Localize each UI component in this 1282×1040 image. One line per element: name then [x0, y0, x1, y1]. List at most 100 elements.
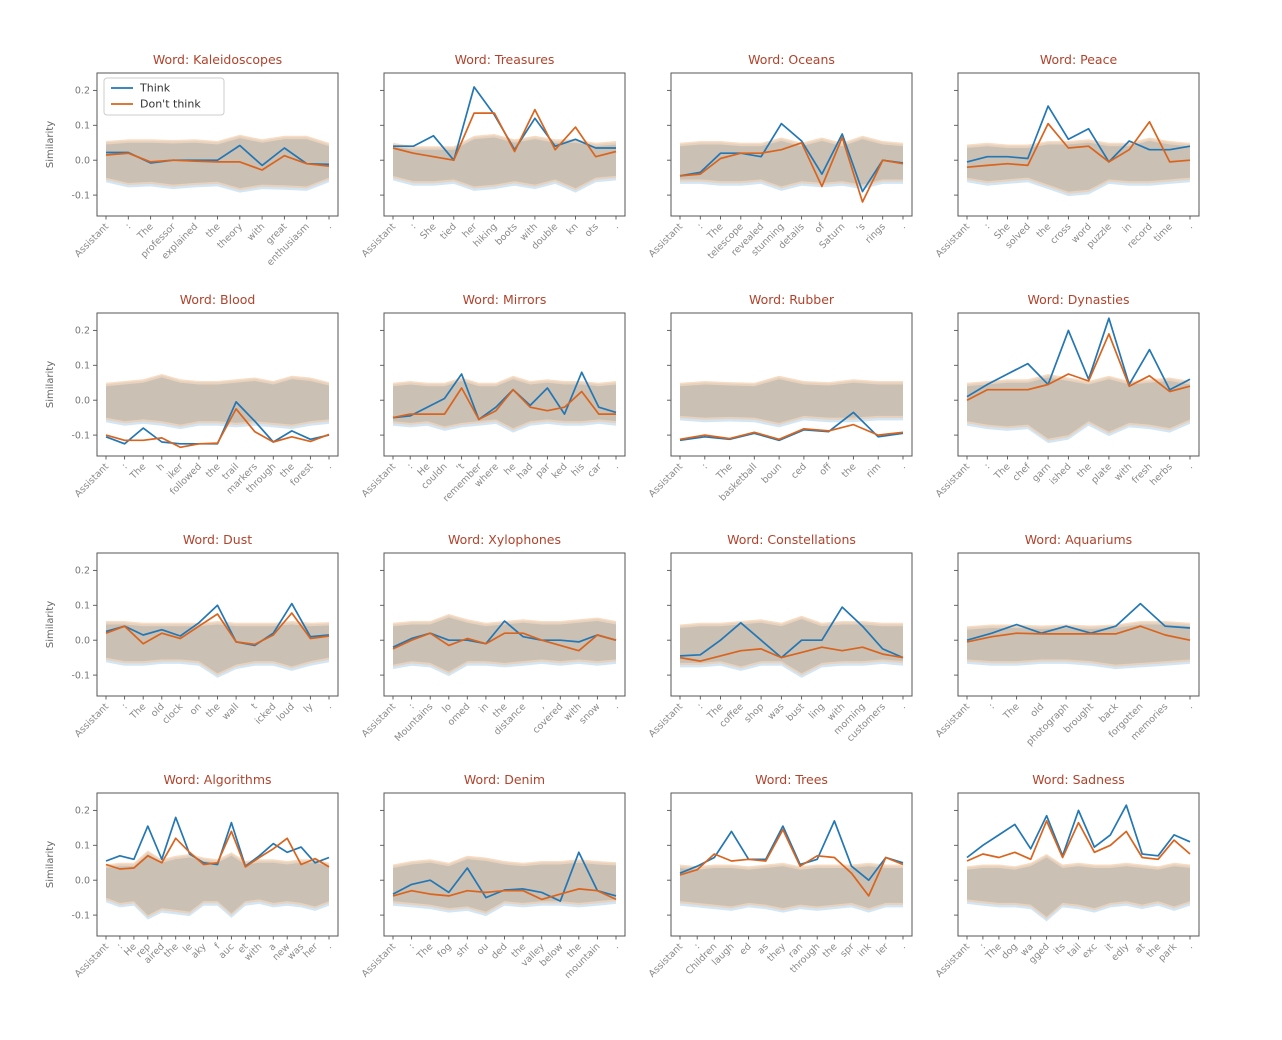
x-tick-label: chef — [1011, 461, 1034, 484]
x-tick-label: 's — [854, 221, 867, 234]
x-tick-label: bust — [784, 701, 807, 724]
x-tick-label: his — [569, 461, 586, 478]
x-tick-label: . — [611, 701, 621, 711]
x-tick-label: : — [978, 941, 988, 951]
x-tick-label: a — [267, 941, 279, 953]
y-tick-label: -0.1 — [71, 910, 90, 921]
x-tick-label: in — [1120, 221, 1134, 235]
plot-box — [383, 312, 626, 457]
x-tick-label: the — [204, 701, 223, 720]
subplot-title: Word: Oceans — [748, 52, 835, 67]
ci-band-overlap — [967, 377, 1190, 439]
x-tick-label: exc — [1080, 941, 1099, 960]
subplot-title: Word: Blood — [180, 292, 256, 307]
x-tick-label: plate — [1089, 461, 1114, 486]
x-tick-label: boun — [760, 461, 785, 486]
y-axis-label: Similarity — [45, 361, 56, 408]
x-tick-label: : — [405, 461, 415, 471]
x-tick-label: snow — [577, 701, 602, 726]
subplot-title: Word: Dust — [183, 532, 252, 547]
x-tick-label: cross — [1048, 221, 1073, 246]
y-axis-label: Similarity — [45, 841, 56, 888]
x-tick-label: Assistant — [360, 941, 399, 980]
x-tick-label: The — [714, 461, 735, 482]
x-tick-label: The — [414, 941, 435, 962]
x-tick-label: herbs — [1148, 461, 1175, 488]
y-tick-label: 0.1 — [75, 121, 90, 132]
x-tick-label: car — [586, 461, 604, 479]
x-tick-label: edly — [1109, 941, 1131, 963]
x-tick-label: She — [418, 221, 439, 242]
x-tick-label: The — [127, 461, 148, 482]
x-tick-label: . — [611, 461, 621, 471]
x-tick-label: . — [1185, 221, 1195, 231]
x-tick-label: on — [188, 701, 204, 717]
x-tick-label: : — [982, 221, 992, 231]
ci-band-overlap — [106, 854, 329, 916]
x-tick-label: Assistant — [73, 701, 112, 740]
x-tick-label: Assistant — [934, 221, 973, 260]
dont-think-line — [679, 828, 904, 897]
x-tick-label: f — [212, 941, 223, 952]
x-tick-label: The — [127, 701, 148, 722]
x-tick-label: spr — [838, 941, 856, 959]
y-tick-label: 0.0 — [75, 395, 90, 406]
dont-think-line — [392, 387, 616, 421]
x-tick-label: time — [1152, 221, 1175, 244]
y-tick-label: 0.0 — [75, 155, 90, 166]
x-tick-label: , — [537, 701, 547, 711]
x-tick-label: was — [766, 701, 787, 722]
think-line — [105, 602, 330, 647]
x-tick-label: tied — [438, 221, 459, 242]
plot-box — [670, 792, 913, 937]
x-tick-label: kn — [565, 221, 581, 237]
x-tick-label: Assistant — [73, 941, 112, 980]
dont-think-line — [392, 632, 617, 652]
x-tick-label: park — [1156, 941, 1179, 964]
dont-think-line — [679, 136, 904, 203]
dont-think-line — [105, 830, 330, 870]
x-tick-label: ink — [856, 941, 874, 959]
plot-box — [957, 552, 1200, 697]
plot-box — [670, 552, 913, 697]
plot-box — [957, 72, 1200, 217]
subplot-title: Word: Xylophones — [448, 532, 561, 547]
x-tick-label: : — [700, 461, 710, 471]
ci-band-overlap — [393, 379, 616, 429]
x-tick-label: had — [515, 461, 535, 481]
subplot-title: Word: Peace — [1040, 52, 1118, 67]
subplot-title: Word: Kaleidoscopes — [153, 52, 282, 67]
x-tick-label: . — [898, 461, 908, 471]
x-tick-label: dog — [1000, 941, 1020, 961]
think-line — [679, 820, 904, 882]
think-line — [679, 122, 904, 193]
ci-band-overlap — [967, 141, 1190, 192]
subplot-title: Word: Dynasties — [1027, 292, 1129, 307]
x-tick-label: shop — [742, 701, 766, 725]
subplot-title: Word: Trees — [755, 772, 828, 787]
x-tick-label: Assistant — [647, 461, 686, 500]
y-tick-label: -0.1 — [71, 430, 90, 441]
x-tick-label: Assistant — [360, 221, 399, 260]
x-tick-label: fog — [435, 941, 454, 960]
plot-box — [957, 312, 1200, 457]
x-tick-label: . — [1185, 941, 1195, 951]
x-tick-label: ou — [475, 941, 491, 957]
x-tick-label: the — [821, 941, 840, 960]
x-tick-label: Assistant — [73, 221, 112, 260]
x-tick-label: mountain — [563, 941, 603, 981]
plot-box — [383, 72, 626, 217]
think-line — [966, 602, 1191, 642]
dont-think-line — [966, 120, 1191, 169]
x-tick-label: Assistant — [647, 221, 686, 260]
think-line — [966, 105, 1191, 163]
x-tick-label: Assistant — [647, 701, 686, 740]
x-tick-label: shr — [454, 941, 472, 959]
plot-box — [670, 72, 913, 217]
ci-band-overlap — [393, 859, 616, 912]
